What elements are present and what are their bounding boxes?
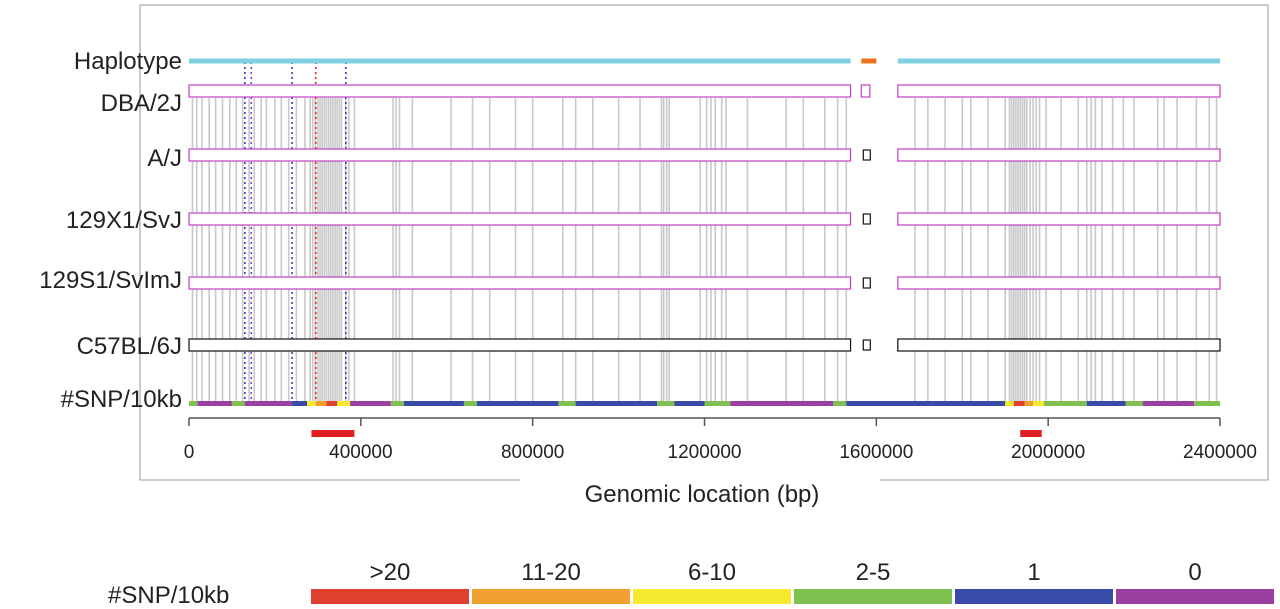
strain-label-c57bl6j: C57BL/6J <box>77 333 182 360</box>
density-segment <box>463 401 477 406</box>
legend-item-label: 2-5 <box>856 559 891 586</box>
density-segment <box>1043 401 1087 406</box>
highlight-regions-group <box>311 430 1042 437</box>
density-segment <box>704 401 731 406</box>
plot-frame <box>139 4 1269 481</box>
density-segment <box>575 401 658 406</box>
density-segment <box>1005 401 1014 406</box>
density-segment <box>244 401 293 406</box>
legend-swatch <box>794 589 952 604</box>
strain-label-aj: A/J <box>147 145 182 172</box>
strain-label-129x1: 129X1/SvJ <box>66 207 182 234</box>
density-segment <box>350 401 391 406</box>
legend-swatch <box>633 589 791 604</box>
strain-block <box>188 212 852 226</box>
legend-swatch <box>1116 589 1274 604</box>
strain-blocks-group <box>188 84 1221 352</box>
x-axis-title: Genomic location (bp) <box>585 481 820 508</box>
x-tick-label: 800000 <box>501 442 564 463</box>
haplotype-label: Haplotype <box>74 48 182 75</box>
strain-block <box>188 148 852 162</box>
x-tick-label: 1200000 <box>668 442 742 463</box>
strain-block <box>188 338 852 352</box>
legend-swatch <box>955 589 1113 604</box>
density-segment <box>1142 401 1195 406</box>
strain-block <box>897 338 1221 352</box>
density-segment <box>189 401 198 406</box>
density-segment <box>292 401 308 406</box>
x-tick-label: 1600000 <box>839 442 913 463</box>
strain-label-dba2j: DBA/2J <box>101 90 182 117</box>
legend-item-label: 6-10 <box>688 559 736 586</box>
highlight-region <box>311 430 355 437</box>
density-segment <box>674 401 705 406</box>
strain-block <box>897 212 1221 226</box>
density-segment <box>326 401 338 406</box>
strain-block-small <box>862 339 871 351</box>
x-tick-label: 0 <box>184 442 195 463</box>
density-segment <box>307 401 316 406</box>
legend-item-label: >20 <box>370 559 411 586</box>
strain-block <box>188 84 852 98</box>
density-segment <box>1013 401 1025 406</box>
strain-block <box>188 276 852 290</box>
density-segment <box>390 401 404 406</box>
legend-item-label: 1 <box>1027 559 1040 586</box>
x-tick-label: 2000000 <box>1011 442 1085 463</box>
legend-item-label: 11-20 <box>521 559 581 586</box>
legend-title: #SNP/10kb <box>108 582 229 609</box>
strain-block-small <box>862 149 871 161</box>
density-segment <box>315 401 327 406</box>
density-segment <box>657 401 675 406</box>
strain-block <box>897 84 1221 98</box>
legend-swatch <box>311 589 469 604</box>
x-axis-ticks: 0 400000 800000 1200000 1600000 2000000 240000… <box>184 418 1257 463</box>
strain-block-small <box>862 213 871 225</box>
legend-item-label: 0 <box>1188 559 1201 586</box>
density-segment <box>337 401 351 406</box>
density-segment <box>833 401 847 406</box>
snp-track-label: #SNP/10kb <box>61 386 182 413</box>
snp-density-track <box>189 401 1220 406</box>
density-segment <box>558 401 576 406</box>
x-tick-label: 2400000 <box>1183 442 1257 463</box>
axis-title-gap <box>520 474 880 488</box>
density-segment <box>1086 401 1126 406</box>
density-segment <box>846 401 1006 406</box>
highlight-region <box>1020 430 1042 437</box>
strain-block <box>860 84 871 98</box>
density-segment <box>730 401 834 406</box>
strain-block <box>897 148 1221 162</box>
density-segment <box>476 401 559 406</box>
density-segment <box>1125 401 1143 406</box>
density-segment <box>197 401 232 406</box>
density-segment <box>1194 401 1220 406</box>
x-tick-label: 400000 <box>329 442 392 463</box>
density-segment <box>403 401 464 406</box>
legend-swatch <box>472 589 630 604</box>
marker-lines-group <box>244 62 347 403</box>
density-segment <box>1033 401 1044 406</box>
density-segment <box>1024 401 1034 406</box>
density-segment <box>231 401 245 406</box>
strain-block <box>897 276 1221 290</box>
strain-label-129s1: 129S1/SvImJ <box>39 267 182 294</box>
strain-block-small <box>862 277 871 289</box>
legend: >20 11-20 6-10 2-5 1 0 <box>311 559 1274 604</box>
